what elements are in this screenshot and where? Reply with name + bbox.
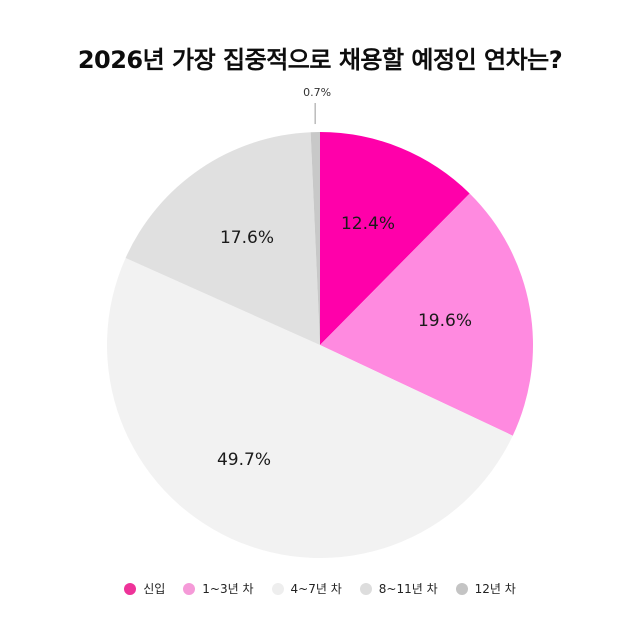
pie-slice — [107, 257, 513, 558]
pie-slice — [310, 132, 320, 345]
legend-label: 12년 차 — [474, 582, 516, 596]
callout-value-label: 0.7% — [303, 86, 331, 99]
legend-swatch-icon — [124, 582, 137, 595]
legend-label: 8~11년 차 — [378, 582, 438, 596]
slice-value-label: 12.4% — [341, 214, 395, 234]
chart-title: 2026년 가장 집중적으로 채용할 예정인 연차는? — [77, 46, 563, 74]
legend-item: 1~3년 차 — [183, 580, 254, 597]
legend-item: 8~11년 차 — [359, 580, 438, 597]
legend-label: 1~3년 차 — [202, 582, 254, 596]
legend-item: 12년 차 — [455, 580, 516, 597]
legend-swatch-icon — [455, 582, 468, 595]
legend-item: 4~7년 차 — [271, 580, 342, 597]
pie-slices — [107, 132, 533, 558]
legend-item: 신입 — [124, 580, 165, 597]
legend: 신입 1~3년 차 4~7년 차 8~11년 차 12년 차 — [0, 580, 640, 597]
slice-value-label: 49.7% — [217, 450, 271, 470]
legend-label: 4~7년 차 — [290, 582, 342, 596]
slice-value-label: 17.6% — [220, 228, 274, 248]
pie-slice — [320, 193, 533, 436]
slice-value-label: 19.6% — [418, 311, 472, 331]
pie-slice — [320, 132, 470, 345]
pie-slice — [125, 132, 320, 345]
pie-labels: 12.4% 19.6% 49.7% 17.6% 0.7% — [217, 86, 472, 470]
legend-swatch-icon — [271, 582, 284, 595]
legend-swatch-icon — [359, 582, 372, 595]
legend-swatch-icon — [183, 582, 196, 595]
legend-label: 신입 — [143, 582, 166, 596]
